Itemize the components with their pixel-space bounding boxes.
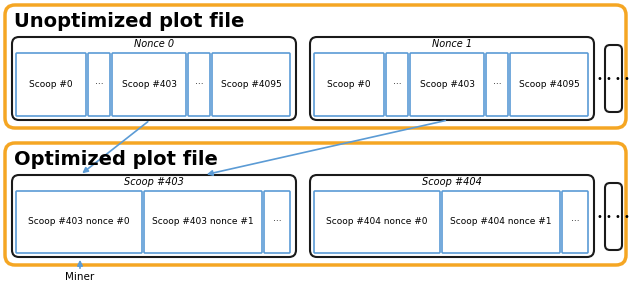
Text: ···: ··· [392, 80, 401, 89]
FancyBboxPatch shape [605, 183, 622, 250]
FancyBboxPatch shape [314, 191, 440, 253]
Text: Nonce 1: Nonce 1 [432, 39, 472, 49]
FancyBboxPatch shape [605, 45, 622, 112]
Text: Scoop #0: Scoop #0 [29, 80, 73, 89]
Text: Scoop #403 nonce #1: Scoop #403 nonce #1 [152, 217, 254, 226]
Text: Scoop #404 nonce #1: Scoop #404 nonce #1 [451, 217, 551, 226]
FancyBboxPatch shape [188, 53, 210, 116]
FancyBboxPatch shape [5, 143, 626, 265]
FancyBboxPatch shape [264, 191, 290, 253]
Text: Scoop #4095: Scoop #4095 [221, 80, 281, 89]
FancyBboxPatch shape [212, 53, 290, 116]
Text: ···: ··· [195, 80, 203, 89]
Text: Scoop #404: Scoop #404 [422, 177, 482, 187]
Text: Scoop #403 nonce #0: Scoop #403 nonce #0 [28, 217, 130, 226]
FancyBboxPatch shape [510, 53, 588, 116]
FancyBboxPatch shape [310, 175, 594, 257]
Text: Scoop #4095: Scoop #4095 [519, 80, 579, 89]
FancyBboxPatch shape [16, 53, 86, 116]
FancyBboxPatch shape [12, 175, 296, 257]
Text: Miner: Miner [66, 272, 95, 281]
Text: ···: ··· [570, 217, 579, 226]
Text: ···: ··· [273, 217, 281, 226]
FancyBboxPatch shape [442, 191, 560, 253]
FancyBboxPatch shape [310, 37, 594, 120]
Text: Scoop #403: Scoop #403 [420, 80, 475, 89]
FancyBboxPatch shape [144, 191, 262, 253]
Text: Nonce 0: Nonce 0 [134, 39, 174, 49]
Text: Scoop #0: Scoop #0 [327, 80, 371, 89]
FancyBboxPatch shape [386, 53, 408, 116]
FancyBboxPatch shape [112, 53, 186, 116]
Text: Scoop #404 nonce #0: Scoop #404 nonce #0 [326, 217, 428, 226]
Text: ···: ··· [95, 80, 103, 89]
Text: • • • •: • • • • [597, 212, 630, 221]
FancyBboxPatch shape [314, 53, 384, 116]
Text: ···: ··· [493, 80, 501, 89]
Text: Scoop #403: Scoop #403 [122, 80, 177, 89]
Text: Unoptimized plot file: Unoptimized plot file [14, 12, 244, 31]
Text: Optimized plot file: Optimized plot file [14, 150, 218, 169]
FancyBboxPatch shape [12, 37, 296, 120]
FancyBboxPatch shape [562, 191, 588, 253]
FancyBboxPatch shape [88, 53, 110, 116]
FancyBboxPatch shape [410, 53, 484, 116]
FancyBboxPatch shape [16, 191, 142, 253]
FancyBboxPatch shape [486, 53, 508, 116]
Text: Scoop #403: Scoop #403 [124, 177, 184, 187]
Text: • • • •: • • • • [597, 74, 630, 83]
FancyBboxPatch shape [5, 5, 626, 128]
